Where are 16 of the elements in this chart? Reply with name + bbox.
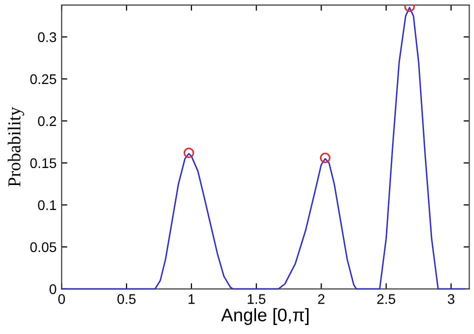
x-tick-label: 1 (188, 294, 195, 304)
x-tick-label: 2.5 (377, 294, 396, 304)
y-tick-label: 0.1 (38, 200, 56, 210)
x-tick-label: 1.5 (248, 294, 266, 304)
y-tick-label: 0.3 (38, 32, 56, 42)
x-tick-label: 0.5 (117, 294, 136, 304)
y-axis-title: Probability (8, 106, 24, 187)
x-axis-title: Angle [0,π] (221, 308, 309, 325)
x-tick-label: 2 (318, 294, 324, 304)
y-tick-label: 0.05 (30, 242, 56, 252)
y-tick-label: 0.25 (30, 74, 56, 84)
x-tick-label: 0 (58, 294, 65, 304)
y-tick-label: 0.15 (30, 158, 56, 168)
y-tick-label: 0 (50, 284, 56, 294)
y-tick-label: 0.2 (38, 116, 56, 126)
x-tick-label: 3 (448, 294, 454, 304)
